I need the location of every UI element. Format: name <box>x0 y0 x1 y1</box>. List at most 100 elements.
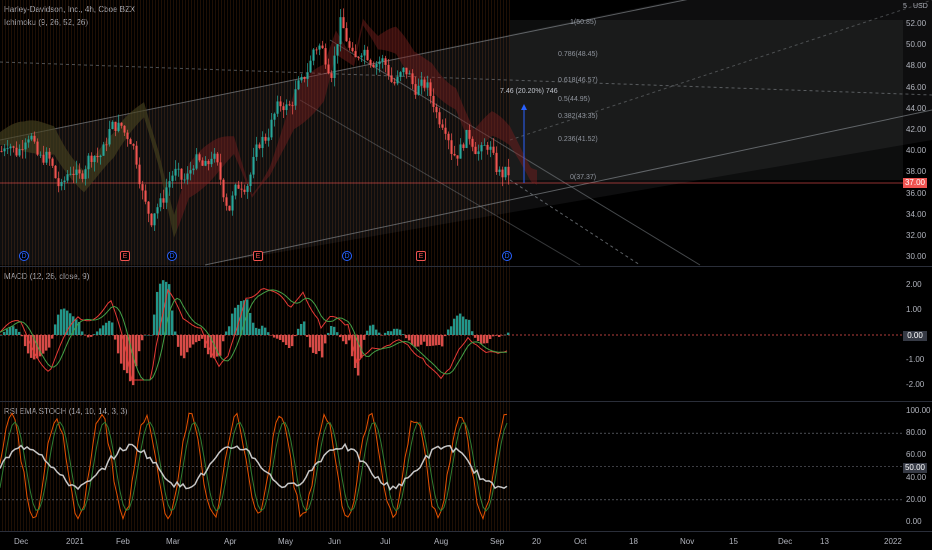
candle <box>321 40 324 50</box>
price-tick: 44.00 <box>906 103 927 113</box>
candle <box>159 193 162 212</box>
candle <box>465 129 468 149</box>
macd-histogram-bar <box>282 335 285 343</box>
candle <box>213 147 216 163</box>
macd-histogram-bar <box>195 335 198 343</box>
candle <box>498 166 501 176</box>
time-tick: 2021 <box>66 537 84 546</box>
macd-histogram-bar <box>294 335 297 337</box>
macd-histogram-bar <box>417 335 420 347</box>
candle <box>246 183 249 199</box>
candle <box>108 120 111 147</box>
macd-histogram-bar <box>309 335 312 348</box>
pane-divider-stoch[interactable] <box>0 401 932 402</box>
candle <box>384 55 387 73</box>
stoch-tick: 80.00 <box>906 428 927 438</box>
time-tick: Nov <box>680 537 695 546</box>
price-axis-top-partial: 5 <box>903 3 907 10</box>
candle <box>168 171 171 196</box>
candle <box>333 46 336 87</box>
candle <box>81 170 84 183</box>
price-tick: 50.00 <box>906 40 927 50</box>
earnings-marker[interactable]: E <box>253 251 263 261</box>
macd-histogram-bar <box>297 328 300 335</box>
macd-histogram-bar <box>453 318 456 335</box>
macd-histogram-bar <box>9 327 12 335</box>
candle <box>369 58 372 68</box>
earnings-marker[interactable]: E <box>120 251 130 261</box>
time-tick: Jul <box>380 537 391 546</box>
macd-histogram-bar <box>426 335 429 347</box>
macd-histogram-bar <box>63 308 66 335</box>
candle <box>189 161 192 181</box>
candle <box>183 173 186 184</box>
macd-histogram-bar <box>69 313 72 335</box>
macd-histogram-bar <box>408 335 411 341</box>
fib-level-label: 0.786(48.45) <box>558 51 598 58</box>
macd-histogram-bar <box>129 335 132 382</box>
macd-histogram-bar <box>420 335 423 345</box>
macd-histogram-bar <box>477 335 480 342</box>
candle <box>432 88 435 113</box>
macd-histogram-bar <box>162 280 165 335</box>
macd-histogram-bar <box>204 335 207 348</box>
time-tick: Dec <box>778 537 793 546</box>
candle <box>285 99 288 116</box>
macd-histogram-bar <box>228 326 231 335</box>
macd-histogram-bar <box>315 335 318 355</box>
fib-level-label: 0.236(41.52) <box>558 136 598 143</box>
candle <box>204 156 207 167</box>
macd-histogram-bar <box>438 335 441 345</box>
macd-histogram-bar <box>423 335 426 342</box>
dividend-marker[interactable]: D <box>19 251 29 261</box>
macd-histogram-bar <box>114 335 117 340</box>
macd-histogram-bar <box>270 335 273 336</box>
candle <box>255 136 258 161</box>
macd-histogram-bar <box>171 310 174 335</box>
macd-histogram-bar <box>39 335 42 357</box>
stoch-pane <box>0 412 903 521</box>
pane-divider-macd[interactable] <box>0 266 932 267</box>
candle <box>78 163 81 179</box>
candle <box>234 183 237 200</box>
dividend-marker[interactable]: D <box>342 251 352 261</box>
candle <box>393 77 396 86</box>
candle <box>375 61 378 75</box>
candle <box>147 200 150 223</box>
macd-histogram-bar <box>21 335 24 337</box>
macd-histogram-bar <box>348 335 351 341</box>
candle <box>3 144 6 157</box>
dividend-marker[interactable]: D <box>167 251 177 261</box>
candle <box>381 54 384 69</box>
time-tick: May <box>278 537 294 546</box>
candle <box>294 80 297 110</box>
candle <box>402 67 405 76</box>
price-tick: 32.00 <box>906 231 927 240</box>
dividend-marker[interactable]: D <box>502 251 512 261</box>
ichimoku-legend[interactable]: Ichimoku (9, 26, 52, 26) <box>4 18 89 27</box>
candle <box>6 139 9 155</box>
macd-histogram-bar <box>60 309 63 335</box>
macd-histogram-bar <box>324 335 327 344</box>
macd-histogram-bar <box>225 331 228 335</box>
macd-legend[interactable]: MACD (12, 26, close, 9) <box>4 272 90 281</box>
macd-histogram-bar <box>189 335 192 348</box>
macd-histogram-bar <box>240 301 243 335</box>
macd-histogram-bar <box>450 326 453 335</box>
candle <box>423 76 426 92</box>
macd-histogram-bar <box>99 328 102 335</box>
candle <box>324 43 327 69</box>
candle <box>483 138 486 146</box>
price-tick: 38.00 <box>906 167 927 177</box>
candle <box>18 144 21 158</box>
candle <box>177 162 180 177</box>
candle <box>141 180 144 200</box>
macd-histogram-bar <box>288 335 291 349</box>
time-tick: Apr <box>224 537 237 546</box>
macd-histogram-bar <box>498 335 501 338</box>
macd-histogram-bar <box>198 335 201 341</box>
earnings-marker[interactable]: E <box>416 251 426 261</box>
candle <box>312 48 315 66</box>
macd-histogram-bar <box>372 324 375 335</box>
